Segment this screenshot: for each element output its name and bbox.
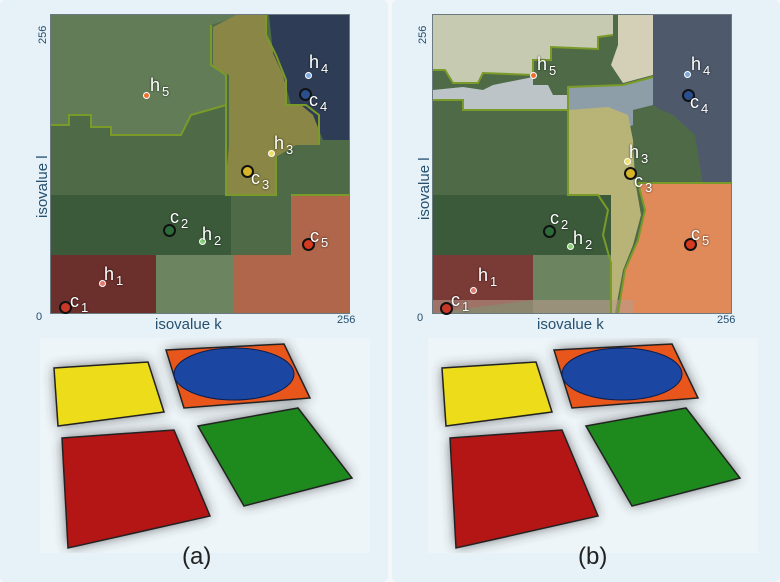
boundary-line-2: [210, 25, 277, 196]
panel-b-y-max-tick: 256: [417, 25, 429, 44]
boundary-line-3: [567, 110, 612, 313]
panel-b-y-axis-label: isovalue l: [416, 157, 433, 220]
panel-b-x-axis-label: isovalue k: [537, 316, 604, 333]
region-grey-band: [433, 77, 568, 110]
region-orange: [618, 183, 731, 313]
panel-a-point-h1: [99, 280, 106, 287]
blue-disc: [173, 347, 295, 401]
boundary-line-1: [51, 104, 227, 136]
panel-b-caption: (b): [578, 543, 608, 570]
panel-a-point-h2: [199, 238, 206, 245]
region-sage: [533, 255, 611, 313]
panel-b-3d-scene: [428, 338, 758, 553]
panel-a-isovalue-map: [50, 14, 350, 314]
panel-b-isovalue-map: [432, 14, 732, 314]
panel-a-point-h3: [268, 150, 275, 157]
green-tile: [196, 407, 354, 507]
panel-a-caption: (a): [182, 543, 212, 570]
region-sage: [156, 255, 233, 313]
panel-b-point-c1: [440, 302, 453, 315]
boundary-line-1: [433, 34, 614, 84]
region-dark-green: [433, 195, 611, 255]
panel-a-3d-scene: [40, 338, 370, 553]
region-maroon: [433, 255, 533, 313]
panel-a-y-max-tick: 256: [37, 25, 49, 44]
panel-a-x-max-tick: 256: [337, 314, 356, 326]
region-pale: [611, 15, 653, 83]
panel-a-x-axis-label: isovalue k: [155, 316, 222, 333]
region-khaki: [568, 107, 641, 313]
boundary-line-3: [265, 15, 320, 145]
panel-b-point-h1: [470, 287, 477, 294]
red-tile: [61, 429, 212, 549]
region-bottom-strip: [433, 300, 633, 313]
yellow-tile: [441, 361, 553, 427]
panel-a-point-c4: [299, 88, 312, 101]
panel-a-point-c5: [302, 238, 315, 251]
yellow-tile: [53, 361, 165, 427]
panel-b-point-h4: [684, 71, 691, 78]
region-salmon: [233, 195, 349, 313]
panel-b-point-c5: [684, 238, 697, 251]
region-upper-left: [51, 15, 241, 135]
red-tile: [449, 429, 600, 549]
panel-b-point-c3: [624, 167, 637, 180]
panel-a-point-h4: [305, 72, 312, 79]
region-khaki: [213, 15, 319, 195]
region-light-grey-top: [433, 15, 613, 83]
green-tile: [584, 407, 742, 507]
blue-disc: [561, 347, 683, 401]
panel-b-origin-tick: 0: [417, 312, 424, 324]
panel-b-point-h5: [530, 72, 537, 79]
panel-b-point-h2: [567, 243, 574, 250]
panel-a-point-c2: [163, 224, 176, 237]
panel-b-point-c2: [543, 225, 556, 238]
panel-b-point-h3: [624, 158, 631, 165]
panel-a-point-h5: [143, 92, 150, 99]
panel-a-point-c1: [59, 301, 72, 314]
panel-a-y-axis-label: isovalue l: [34, 155, 51, 218]
panel-b-x-max-tick: 256: [717, 314, 736, 326]
panel-b-point-c4: [682, 89, 695, 102]
boundary-line-4: [617, 182, 731, 313]
panel-a-point-c3: [241, 165, 254, 178]
panel-a-origin-tick: 0: [36, 311, 43, 323]
